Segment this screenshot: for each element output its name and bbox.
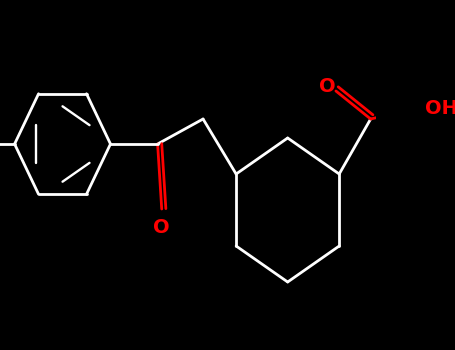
- Text: O: O: [153, 217, 170, 237]
- Text: O: O: [319, 77, 336, 97]
- Text: OH: OH: [425, 99, 455, 119]
